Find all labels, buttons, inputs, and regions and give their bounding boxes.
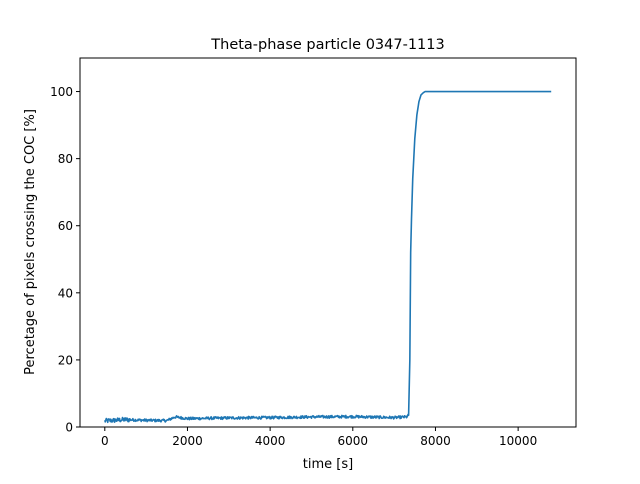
- y-tick-label: 60: [58, 219, 73, 233]
- x-tick-label: 2000: [172, 434, 203, 448]
- plot-area: [80, 58, 576, 427]
- series-layer: [104, 90, 552, 424]
- x-tick-label: 8000: [420, 434, 451, 448]
- x-tick-label: 0: [101, 434, 109, 448]
- series-line-1: [104, 90, 552, 424]
- y-tick-label: 80: [58, 152, 73, 166]
- y-tick-label: 40: [58, 286, 73, 300]
- chart-title: Theta-phase particle 0347-1113: [210, 37, 444, 53]
- y-axis-label: Percetage of pixels crossing the COC [%]: [23, 109, 38, 375]
- x-tick-label: 6000: [338, 434, 369, 448]
- axes-frame: [79, 57, 577, 428]
- x-tick-label: 10000: [499, 434, 537, 448]
- axes-layer: 0 2000 4000 6000 8000 10000 0 20 40 60 80 100: [50, 57, 577, 448]
- x-axis-label: time [s]: [303, 457, 353, 472]
- x-tick-label: 4000: [255, 434, 286, 448]
- plot-background: [80, 58, 576, 427]
- y-tick-label: 0: [65, 421, 73, 435]
- y-tick-label: 20: [58, 353, 73, 367]
- y-tick-label: 100: [50, 85, 73, 99]
